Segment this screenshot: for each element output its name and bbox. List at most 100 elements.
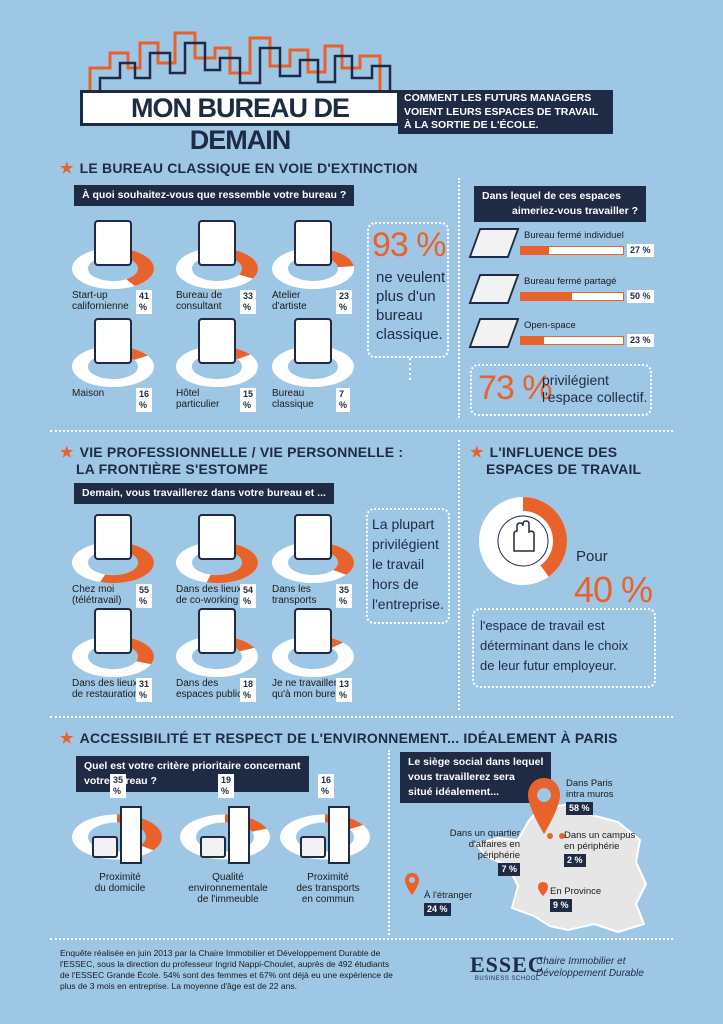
pct-badge: 7 %	[336, 388, 350, 412]
note-text: La plupart privilégient le travail hors …	[372, 514, 444, 614]
pct-badge: 24 %	[424, 903, 451, 916]
pour-label: Pour	[576, 548, 608, 565]
section1-question: À quoi souhaitez-vous que ressemble votr…	[74, 185, 355, 206]
subtitle-line: À LA SORTIE DE L'ÉCOLE.	[404, 119, 539, 131]
loc-campus: Dans un campus en périphérie 2 %	[564, 830, 636, 867]
shared-office-icon	[468, 274, 520, 304]
coworking-chairs-icon	[198, 514, 236, 560]
ring-value-arc	[180, 814, 270, 860]
abroad-pin-icon	[405, 873, 419, 895]
mansion-icon	[198, 318, 236, 364]
space-bar-fill	[521, 337, 545, 344]
section2-title: ★ VIE PROFESSIONNELLE / VIE PERSONNELLE :…	[60, 444, 404, 477]
subtitle-line: VOIENT LEURS ESPACES DE TRAVAIL	[404, 105, 599, 118]
pct-badge: 50 %	[627, 290, 654, 303]
influence-text-line: de leur futur employeur.	[480, 658, 617, 673]
item-label: Dans des lieux de co-working	[176, 584, 242, 606]
criteria-label: Proximité du domicile	[94, 872, 146, 894]
bus-icon	[300, 836, 326, 858]
space-bar-fill	[521, 293, 572, 300]
item-label: Chez moi (télétravail)	[72, 584, 122, 606]
note-line: La plupart	[372, 516, 435, 532]
pct-badge: 54 %	[240, 584, 257, 608]
pct-badge: 16 %	[136, 388, 153, 412]
tree-building-icon	[200, 836, 226, 858]
collective-text: privilégient l'espace collectif.	[542, 372, 647, 406]
influence-text-box	[472, 608, 656, 688]
question-line: aimeriez-vous travailler ?	[512, 205, 639, 217]
train-seats-icon	[294, 514, 332, 560]
loc-business-district: Dans un quartier d'affaires en périphéri…	[449, 828, 520, 876]
province-pin-icon	[538, 882, 548, 896]
space-label: Open-space	[524, 320, 576, 331]
pct-badge: 2 %	[564, 854, 586, 867]
pct-badge: 9 %	[550, 899, 572, 912]
subtitle-banner	[398, 90, 613, 134]
vertical-divider	[458, 178, 460, 418]
pct-badge: 18 %	[240, 678, 257, 702]
pct-badge: 33 %	[240, 290, 257, 314]
paris-pin-icon	[528, 778, 560, 834]
vertical-divider	[458, 440, 460, 710]
open-space-icon	[468, 318, 520, 348]
question-line: vous travaillerez sera	[408, 771, 515, 783]
star-icon: ★	[60, 730, 74, 747]
item-label: Dans les transports	[272, 584, 317, 606]
ring-value-arc	[280, 814, 370, 860]
section1-title: ★ LE BUREAU CLASSIQUE EN VOIE D'EXTINCTIO…	[60, 160, 418, 177]
france-map	[474, 802, 648, 934]
question-line: Dans lequel de ces espaces	[482, 190, 621, 202]
loc-paris: Dans Paris intra muros 58 %	[566, 778, 614, 815]
note-line: l'entreprise.	[372, 596, 444, 612]
item-label: Atelier d'artiste	[272, 290, 307, 312]
subtitle: COMMENT LES FUTURS MANAGERS VOIENT LEURS…	[404, 92, 614, 133]
pct-badge: 7 %	[498, 863, 520, 876]
section2-question: Demain, vous travaillerez dans votre bur…	[74, 483, 334, 504]
space-label: Bureau fermé partagé	[524, 276, 617, 287]
influence-ring	[479, 497, 567, 585]
note-line: le travail	[372, 556, 425, 572]
pct-badge: 16 %	[318, 774, 335, 798]
stat-box-73	[470, 364, 652, 416]
survey-note: Enquête réalisée en juin 2013 par la Cha…	[60, 948, 393, 991]
question-line: Le siège social dans lequel	[408, 756, 544, 768]
consultant-tower-icon	[198, 220, 236, 266]
pct-badge: 13 %	[336, 678, 353, 702]
collective-stat: 73 %	[478, 369, 552, 407]
office-tower-icon	[328, 806, 350, 864]
pct-badge: 35 %	[336, 584, 353, 608]
startup-building-icon	[94, 220, 132, 266]
stat-text-line: classique.	[376, 326, 443, 343]
connector-line	[409, 358, 411, 382]
pct-badge: 19 %	[218, 774, 235, 798]
bar-stool-icon	[94, 608, 132, 654]
item-label: Maison	[72, 388, 105, 399]
pct-badge: 15 %	[240, 388, 257, 412]
footer-divider	[50, 938, 673, 940]
stat-text-line: ne veulent	[376, 269, 446, 286]
item-label: Je ne travaillerai qu'à mon bureau	[272, 678, 347, 700]
influence-text-line: l'espace de travail est	[480, 618, 605, 633]
item-label: Hôtel particulier	[176, 388, 220, 410]
stat-text-line: bureau	[376, 307, 423, 324]
loc-province: En Province 9 %	[550, 886, 602, 912]
note-box	[366, 508, 450, 624]
space-bar	[520, 336, 624, 345]
chair-name: Chaire Immobilier et Développement Durab…	[536, 956, 644, 979]
essec-logo: ESSEC BUSINESS SCHOOL	[470, 952, 545, 983]
sofa-icon	[94, 514, 132, 560]
collective-text-line: privilégient	[542, 372, 609, 388]
item-label: Dans des lieux de restauration	[72, 678, 139, 700]
big-stat-93: 93 %	[372, 226, 446, 264]
loc-abroad: À l'étranger 24 %	[424, 890, 473, 916]
stat-box-93	[367, 222, 449, 358]
criteria-label: Qualité environnementale de l'immeuble	[188, 872, 268, 905]
pct-badge: 27 %	[627, 244, 654, 257]
pct-badge: 31 %	[136, 678, 153, 702]
spaces-question: Dans lequel de ces espaces aimeriez-vous…	[474, 186, 647, 222]
map-question: Le siège social dans lequel vous travail…	[400, 752, 552, 803]
artist-workshop-icon	[294, 220, 332, 266]
item-label: Bureau de consultant	[176, 290, 223, 312]
influence-text-line: déterminant dans le choix	[480, 638, 629, 653]
ring-value-arc	[72, 814, 162, 860]
